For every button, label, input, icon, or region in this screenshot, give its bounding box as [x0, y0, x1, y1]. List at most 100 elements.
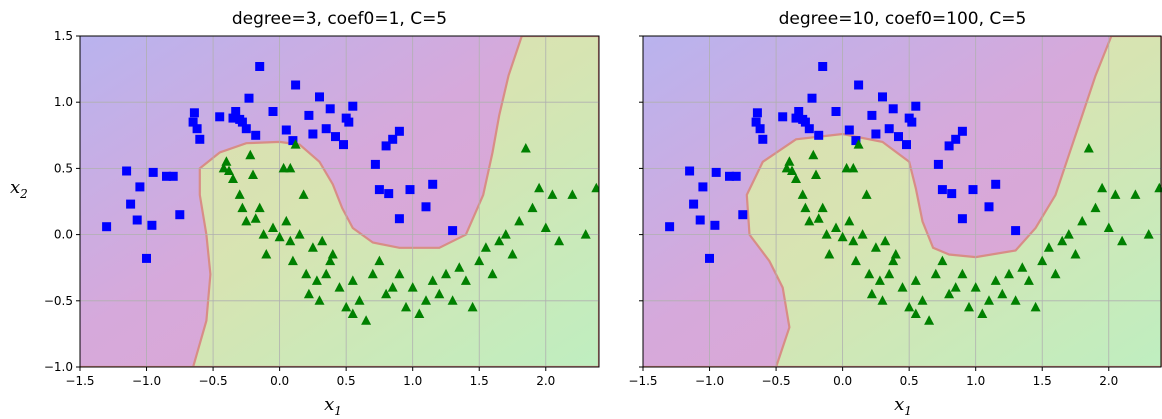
- y-axis-label: x2: [10, 177, 28, 201]
- square-marker: [711, 167, 721, 177]
- triangle-marker: [250, 213, 261, 223]
- triangle-marker: [303, 288, 314, 299]
- triangle-marker: [861, 189, 872, 199]
- x-tick-label: −1.5: [628, 374, 657, 388]
- x-tick-label: 2.0: [536, 374, 555, 388]
- square-marker: [698, 182, 708, 192]
- square-marker: [215, 112, 225, 122]
- square-marker: [884, 124, 894, 134]
- chart-title: degree=3, coef0=1, C=5: [232, 9, 447, 29]
- triangle-marker: [1117, 235, 1128, 246]
- triangle-marker: [237, 202, 248, 213]
- square-marker: [844, 125, 854, 135]
- triangle-marker: [268, 222, 278, 232]
- grid: [643, 36, 1162, 367]
- y-tick-label: 0.5: [54, 161, 73, 175]
- triangle-marker: [808, 149, 819, 160]
- x-tick-label: 2.0: [1099, 374, 1118, 388]
- triangle-marker: [997, 288, 1008, 299]
- triangle-marker: [434, 288, 445, 299]
- square-marker: [751, 117, 761, 127]
- triangle-marker: [910, 275, 921, 285]
- square-marker: [308, 129, 318, 139]
- triangle-marker: [321, 268, 332, 279]
- triangle-marker: [234, 189, 245, 199]
- x-tick-label: 1.0: [403, 374, 422, 388]
- triangle-marker: [1103, 222, 1114, 232]
- triangle-marker: [347, 275, 358, 285]
- triangle-marker: [327, 249, 338, 259]
- triangle-marker: [274, 231, 285, 242]
- triangle-marker: [884, 268, 895, 279]
- square-marker: [394, 126, 404, 136]
- triangle-marker: [325, 255, 336, 266]
- triangle-marker: [258, 229, 269, 239]
- series-triangles: [218, 139, 599, 325]
- square-marker: [818, 62, 828, 71]
- square-marker: [370, 159, 380, 169]
- triangle-marker: [917, 295, 928, 305]
- y-tick-label: −0.5: [44, 294, 73, 308]
- square-marker: [175, 210, 185, 220]
- triangle-marker: [301, 268, 312, 279]
- square-marker: [831, 107, 841, 116]
- square-marker: [148, 167, 158, 177]
- series-squares: [665, 62, 1021, 263]
- triangle-marker: [824, 249, 835, 259]
- square-marker: [758, 134, 768, 144]
- square-marker: [878, 92, 887, 102]
- triangle-marker: [298, 189, 309, 199]
- triangle-marker: [874, 275, 885, 285]
- chart-title: degree=10, coef0=100, C=5: [779, 9, 1027, 29]
- triangle-marker: [1130, 189, 1141, 199]
- triangle-marker: [784, 156, 795, 166]
- triangle-marker: [1077, 215, 1088, 226]
- triangle-marker: [278, 162, 289, 173]
- triangle-marker: [547, 189, 558, 199]
- x-tick-label: −1.5: [65, 374, 94, 388]
- triangle-marker: [800, 202, 811, 213]
- triangle-marker: [307, 242, 318, 252]
- series-triangles: [781, 139, 1162, 325]
- square-marker: [315, 92, 324, 102]
- square-marker: [957, 126, 967, 136]
- square-marker: [755, 124, 765, 134]
- square-marker: [168, 171, 178, 181]
- x-tick-label: −0.5: [199, 374, 228, 388]
- square-marker: [888, 104, 898, 114]
- triangle-marker: [554, 235, 565, 246]
- square-marker: [851, 136, 861, 146]
- x-tick-label: 1.0: [966, 374, 985, 388]
- triangle-marker: [507, 249, 518, 259]
- triangle-marker: [1097, 182, 1108, 193]
- triangle-marker: [964, 301, 974, 312]
- triangle-marker: [944, 288, 955, 299]
- square-marker: [957, 214, 967, 224]
- triangle-marker: [367, 268, 378, 279]
- triangle-marker: [421, 295, 431, 305]
- triangle-marker: [527, 202, 538, 213]
- triangle-marker: [534, 182, 545, 193]
- square-marker: [738, 210, 748, 220]
- square-marker: [911, 101, 921, 111]
- square-marker: [241, 124, 251, 134]
- square-marker: [794, 107, 804, 116]
- triangle-marker: [930, 268, 941, 279]
- triangle-marker: [317, 235, 328, 246]
- square-marker: [268, 107, 278, 116]
- x-tick-label: 1.5: [470, 374, 489, 388]
- square-marker: [752, 108, 762, 118]
- square-marker: [132, 215, 142, 225]
- plot-frame: [642, 35, 1162, 368]
- square-marker: [374, 185, 384, 195]
- triangle-marker: [241, 215, 252, 226]
- triangle-marker: [487, 268, 498, 279]
- square-marker: [871, 129, 881, 139]
- triangle-marker: [1154, 182, 1162, 193]
- triangle-marker: [387, 282, 398, 292]
- square-marker: [854, 80, 864, 90]
- square-marker: [321, 124, 331, 134]
- square-marker: [731, 171, 741, 181]
- square-marker: [325, 104, 335, 114]
- triangle-marker: [866, 288, 877, 299]
